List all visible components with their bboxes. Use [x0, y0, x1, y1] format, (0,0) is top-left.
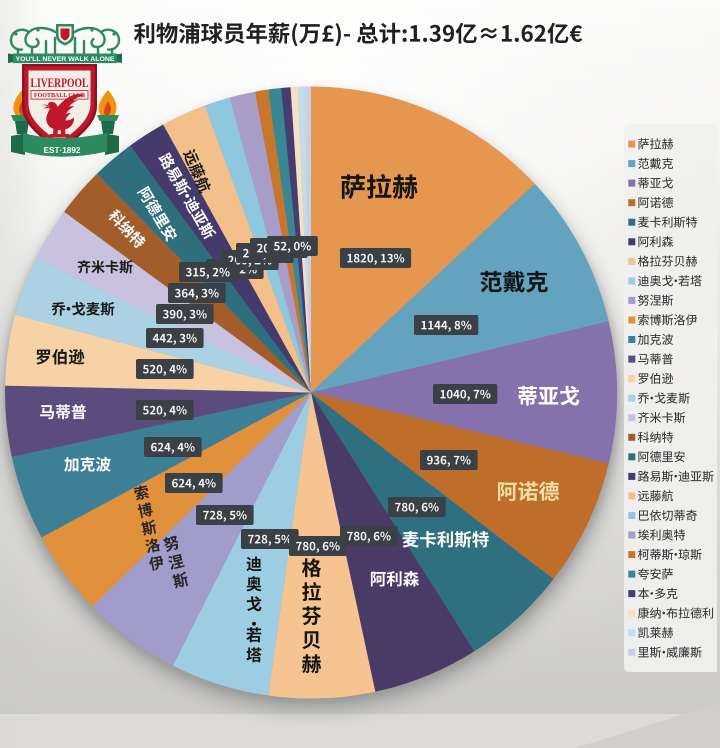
svg-text:YOU'LL NEVER WALK ALONE: YOU'LL NEVER WALK ALONE	[16, 56, 116, 63]
svg-text:LIVERPOOL: LIVERPOOL	[31, 75, 89, 90]
svg-text:FOOTBALL CLUB: FOOTBALL CLUB	[34, 93, 85, 99]
svg-text:EST·1892: EST·1892	[44, 146, 81, 155]
